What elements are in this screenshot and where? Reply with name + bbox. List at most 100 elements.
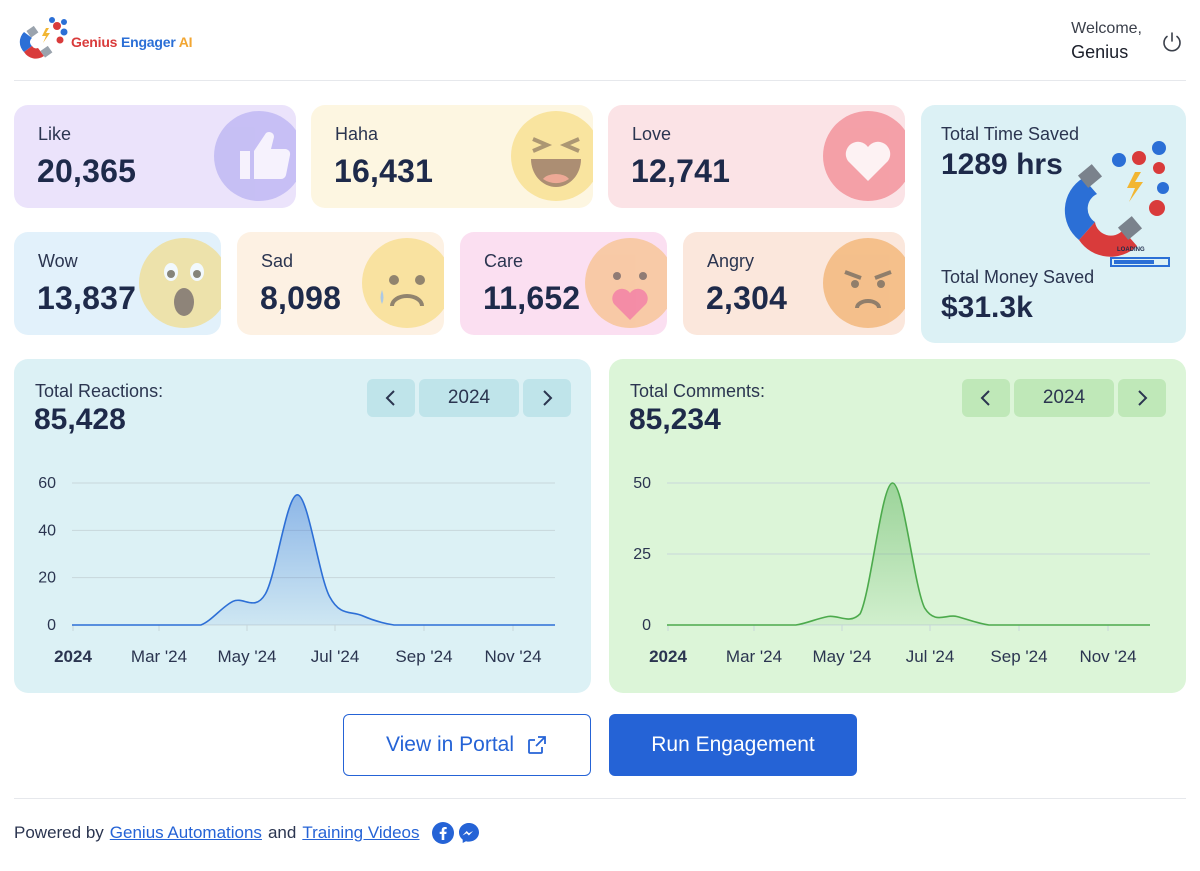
x-tick-label: May '24 (218, 647, 277, 666)
chevron-right-icon (1138, 390, 1148, 406)
y-tick-label: 50 (633, 475, 651, 492)
year-navigator: 2024 (367, 379, 571, 417)
money-saved-label: Total Money Saved (941, 267, 1095, 287)
logo-word-genius: Genius (71, 34, 118, 50)
logo-word-engager: Engager (120, 34, 176, 50)
time-saved-label: Total Time Saved (941, 124, 1080, 144)
year-navigator: 2024 (962, 379, 1166, 417)
x-tick-label: Sep '24 (395, 647, 452, 666)
x-tick-label: Nov '24 (484, 647, 541, 666)
x-tick-label: 2024 (54, 647, 92, 666)
x-tick-label: Jul '24 (311, 647, 360, 666)
heart-icon (823, 111, 905, 201)
x-tick-label: Mar '24 (131, 647, 187, 666)
y-tick-label: 0 (47, 617, 56, 634)
reaction-card-haha: Haha 16,431 (311, 105, 593, 208)
year-display[interactable]: 2024 (1014, 379, 1114, 417)
next-year-button[interactable] (523, 379, 571, 417)
thumbs-up-icon (214, 111, 296, 201)
y-tick-label: 40 (38, 522, 56, 539)
sad-face-icon (362, 238, 444, 328)
panel-value: 85,428 (34, 403, 126, 436)
surprised-face-icon (139, 238, 221, 328)
chevron-left-icon (980, 390, 990, 406)
chevron-right-icon (543, 390, 553, 406)
care-face-icon (585, 238, 667, 328)
facebook-icon[interactable] (431, 822, 454, 844)
reaction-card-love: Love 12,741 (608, 105, 905, 208)
power-icon[interactable] (1160, 30, 1184, 54)
view-in-portal-button[interactable]: View in Portal (343, 714, 591, 776)
reaction-card-wow: Wow 13,837 (14, 232, 221, 335)
reactions-chart: 0 20 40 60 2024 Mar '24 May '24 Jul '24 Sep '24 N… (38, 475, 555, 666)
x-tick-label: 2024 (649, 647, 687, 666)
panel-label: Total Comments: (630, 381, 766, 401)
reaction-value: 13,837 (37, 280, 137, 316)
welcome-label: Welcome, (1071, 20, 1142, 37)
area-fill (72, 494, 555, 625)
user-name: Genius (1071, 42, 1129, 62)
header: Genius Engager AI Welcome, Genius (14, 0, 1186, 81)
reaction-value: 20,365 (37, 153, 137, 189)
series-line (667, 482, 1150, 626)
footer: Powered by Genius Automations and Traini… (14, 822, 480, 844)
angry-face-icon (823, 238, 905, 328)
genius-automations-link[interactable]: Genius Automations (109, 823, 262, 842)
reaction-card-like: Like 20,365 (14, 105, 296, 208)
logo-text: Genius Engager AI (71, 34, 193, 50)
and-text: and (267, 823, 297, 842)
messenger-icon[interactable] (458, 822, 480, 844)
chevron-left-icon (385, 390, 395, 406)
reaction-card-care: Care 11,652 (460, 232, 667, 335)
totals-card: Total Time Saved 1289 hrs LOADING Total … (921, 105, 1186, 343)
view-in-portal-label: View in Portal (385, 733, 514, 756)
y-tick-label: 0 (642, 617, 651, 634)
panel-label: Total Reactions: (35, 381, 164, 401)
next-year-button[interactable] (1118, 379, 1166, 417)
x-tick-label: May '24 (813, 647, 872, 666)
reaction-label: Like (38, 124, 72, 144)
powered-by-text: Powered by (14, 823, 104, 842)
x-tick-label: Mar '24 (726, 647, 782, 666)
money-saved-value: $31.3k (941, 291, 1033, 324)
y-tick-label: 25 (633, 546, 651, 563)
magnet-icon (1064, 141, 1170, 267)
reaction-value: 12,741 (631, 153, 731, 189)
training-videos-link[interactable]: Training Videos (302, 823, 420, 842)
welcome-block: Welcome, Genius (1071, 20, 1142, 63)
magnet-logo-icon (19, 17, 68, 59)
time-saved-value: 1289 hrs (941, 148, 1063, 181)
run-engagement-label: Run Engagement (651, 733, 815, 756)
prev-year-button[interactable] (367, 379, 415, 417)
year-display[interactable]: 2024 (419, 379, 519, 417)
run-engagement-button[interactable]: Run Engagement (609, 714, 857, 776)
logo[interactable]: Genius Engager AI (14, 14, 214, 70)
comments-chart-panel: 0 25 50 2024 Mar '24 May '24 Jul '24 Sep '24 Nov… (609, 359, 1186, 693)
x-tick-label: Sep '24 (990, 647, 1047, 666)
x-tick-label: Jul '24 (906, 647, 955, 666)
loading-text: LOADING (1117, 247, 1145, 253)
reaction-card-angry: Angry 2,304 (683, 232, 905, 335)
reaction-label: Wow (38, 251, 78, 271)
series-line (72, 494, 555, 626)
y-tick-label: 60 (38, 475, 56, 492)
prev-year-button[interactable] (962, 379, 1010, 417)
x-tick-label: Nov '24 (1079, 647, 1136, 666)
comments-chart: 0 25 50 2024 Mar '24 May '24 Jul '24 Sep '24 Nov… (633, 475, 1150, 666)
laughing-face-icon (511, 111, 593, 201)
reaction-label: Sad (261, 251, 294, 271)
reaction-label: Angry (707, 251, 755, 271)
reaction-card-sad: Sad 8,098 (237, 232, 444, 335)
footer-divider (14, 798, 1186, 799)
area-fill (667, 482, 1150, 625)
y-tick-label: 20 (38, 570, 56, 587)
reaction-label: Love (632, 124, 672, 144)
reaction-value: 11,652 (483, 280, 581, 316)
reaction-value: 8,098 (260, 280, 342, 316)
panel-value: 85,234 (629, 403, 721, 436)
logo-word-ai: AI (178, 34, 193, 50)
reaction-value: 16,431 (334, 153, 434, 189)
reaction-label: Care (484, 251, 524, 271)
reactions-chart-panel: 0 20 40 60 2024 Mar '24 May '24 Jul '24 Sep '24 N… (14, 359, 591, 693)
reaction-value: 2,304 (706, 280, 788, 316)
